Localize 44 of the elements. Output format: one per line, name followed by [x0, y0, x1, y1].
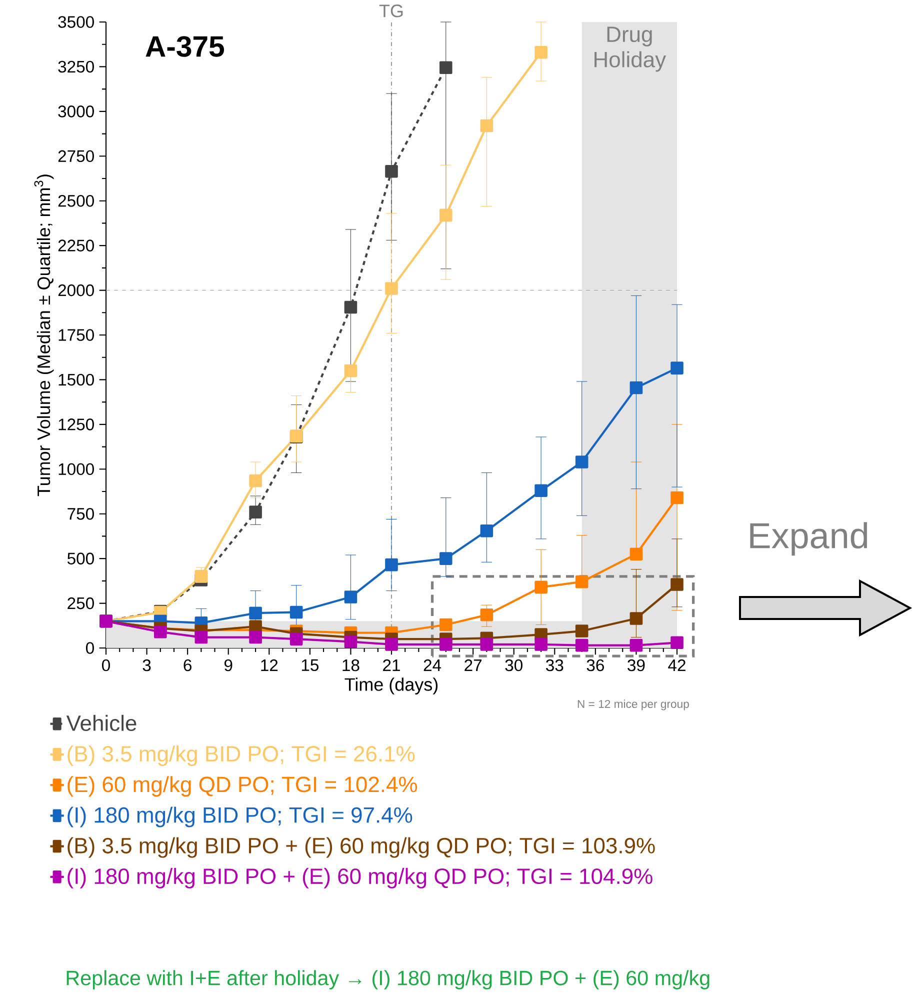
- x-tick-label: 18: [342, 659, 360, 672]
- y-tick-label: 2500: [58, 194, 94, 207]
- x-tick-label: 0: [102, 659, 110, 672]
- chart-title: A-375: [146, 36, 224, 57]
- x-tick-label: 27: [464, 659, 482, 672]
- y-tick-label: 1000: [58, 463, 94, 476]
- x-tick-label: 42: [668, 659, 686, 672]
- legend-label: (B) 3.5 mg/kg BID PO + (E) 60 mg/kg QD PO; TGI = 103.9%: [68, 837, 655, 858]
- y-tick-label: 3500: [58, 16, 94, 28]
- band-label: Drug Holiday: [594, 26, 666, 72]
- y-tick-label: 0: [86, 642, 94, 654]
- y-tick-label: 2750: [58, 150, 94, 162]
- x-tick-label: 9: [224, 659, 232, 672]
- x-tick-label: 12: [261, 659, 278, 672]
- text: Expand: [750, 522, 868, 556]
- x-tick-label: 3: [142, 659, 151, 672]
- y-tick-label: 3000: [58, 106, 94, 118]
- y-tick-label: 250: [68, 597, 94, 610]
- y-tick-label: 3250: [58, 60, 94, 73]
- y-tick-label: 1750: [58, 329, 94, 341]
- legend-label: (E) 60 mg/kg QD PO; TGI = 102.4%: [68, 776, 418, 797]
- y-axis-title: Tumor Volume (Median ± Quartile; mm$^{3}$): [34, 174, 54, 496]
- y-tick-label: 2000: [58, 284, 94, 296]
- y-tick-label: 500: [67, 552, 94, 564]
- y-tick-label: 2250: [58, 240, 94, 252]
- x-tick-label: 39: [628, 659, 645, 672]
- y-tick-label: 1500: [58, 374, 94, 386]
- x-tick-label: 15: [302, 659, 318, 672]
- legend-label: (I) 180 mg/kg BID PO + (E) 60 mg/kg QD PO; TGI = 104.9%: [68, 868, 652, 888]
- x-tick-label: 33: [546, 659, 564, 672]
- y-tick-label: 750: [68, 508, 94, 520]
- x-tick-label: 6: [184, 659, 192, 672]
- x-tick-label: 24: [424, 659, 442, 672]
- text: Replace with I+E after holiday → (I) 180 mg/kg BID PO + (E) 60 mg/kg: [66, 970, 710, 990]
- text: N = 12 mice per group: [578, 700, 689, 710]
- x-tick-label: 30: [505, 659, 522, 672]
- legend-label: (I) 180 mg/kg BID PO; TGI = 97.4%: [68, 806, 412, 828]
- x-tick-label: 36: [586, 659, 604, 672]
- ref-line-label: TG: [379, 4, 403, 18]
- legend-label: Vehicle: [66, 714, 136, 732]
- x-axis-title: Time (days): [344, 678, 438, 694]
- legend-label: (B) 3.5 mg/kg BID PO; TGI = 26.1%: [68, 745, 415, 766]
- x-tick-label: 21: [383, 659, 400, 672]
- y-tick-label: 1250: [58, 418, 94, 430]
